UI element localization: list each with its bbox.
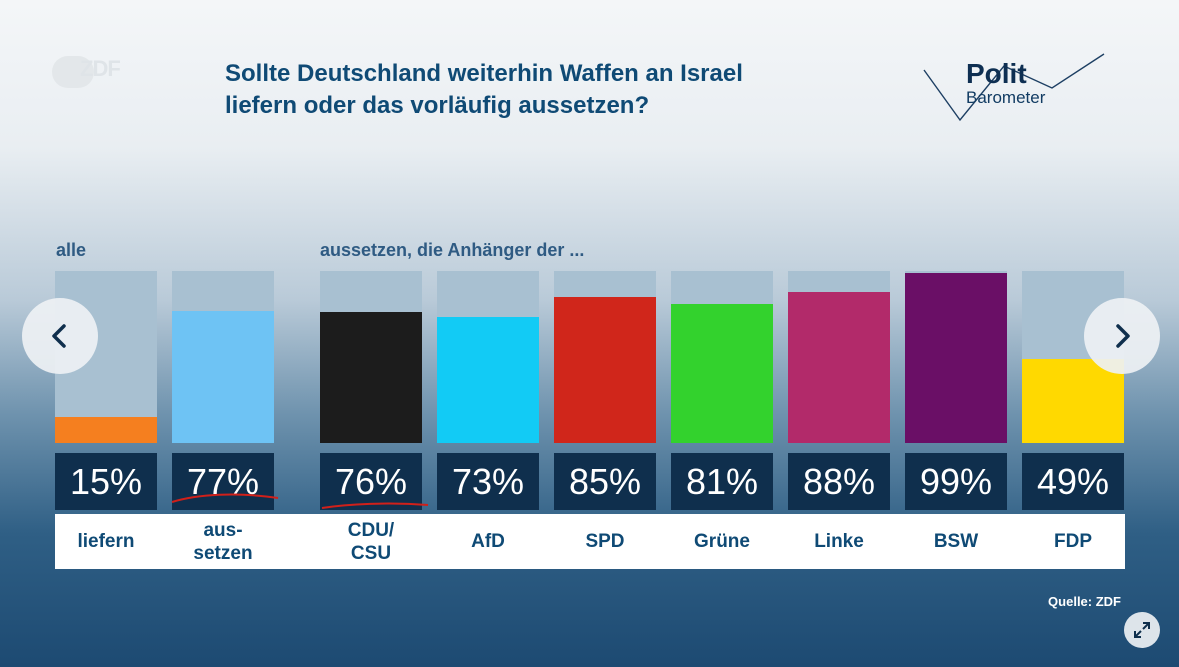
category-label-grüne: Grüne (694, 531, 750, 552)
bar-track-cdu-csu (320, 271, 422, 443)
bar-bsw (905, 272, 1007, 443)
bar-fdp (1022, 358, 1124, 443)
politbarometer-logo: Polit Barometer (920, 48, 1110, 128)
category-label-aus-setzen: aus-setzen (193, 519, 253, 564)
next-button[interactable] (1084, 298, 1160, 374)
bar-grüne (671, 303, 773, 443)
source-label: Quelle: ZDF (1048, 594, 1121, 609)
chevron-left-icon (52, 324, 66, 348)
chart-title-line2: liefern oder das vorläufig aussetzen? (225, 92, 650, 119)
category-label-cdu-csu: CDU/CSU (347, 519, 395, 564)
value-label-bsw: 99% (905, 453, 1007, 510)
expand-button[interactable] (1124, 612, 1160, 648)
zdf-logo (52, 56, 94, 88)
value-label-fdp: 49% (1022, 453, 1124, 510)
value-label-aus-setzen: 77% (172, 453, 274, 510)
politbarometer-subtitle: Barometer (966, 88, 1046, 107)
category-label-spd: SPD (585, 531, 625, 552)
value-label-spd: 85% (554, 453, 656, 510)
chevron-right-icon (1116, 324, 1130, 348)
value-label-linke: 88% (788, 453, 890, 510)
bar-track-afd (437, 271, 539, 443)
bar-track-grüne (671, 271, 773, 443)
bar-afd (437, 317, 539, 443)
bar-track-aus-setzen (172, 271, 274, 443)
bar-cdu-csu (320, 312, 422, 443)
politbarometer-title: Polit (966, 58, 1027, 89)
bar-spd (554, 296, 656, 443)
bar-aus-setzen (172, 310, 274, 443)
previous-button[interactable] (22, 298, 98, 374)
zdf-logo-text: ZDF (80, 56, 121, 81)
value-label-liefern: 15% (55, 453, 157, 510)
category-label-liefern: liefern (77, 531, 135, 552)
politbarometer-zigzag-icon (923, 53, 1105, 122)
category-label-linke: Linke (814, 531, 864, 552)
bar-liefern (55, 417, 157, 443)
category-label-strip (55, 514, 1125, 569)
bar-track-linke (788, 271, 890, 443)
expand-icon (1134, 622, 1150, 638)
value-label-afd: 73% (437, 453, 539, 510)
bar-track-spd (554, 271, 656, 443)
chart-title-line1: Sollte Deutschland weiterhin Waffen an I… (225, 60, 743, 87)
chart-title: Sollte Deutschland weiterhin Waffen an I… (225, 58, 905, 122)
bar-linke (788, 291, 890, 443)
red-underline-76 (321, 502, 429, 509)
group-label-supporters: aussetzen, die Anhänger der ... (320, 240, 585, 260)
value-label-grüne: 81% (671, 453, 773, 510)
category-label-afd: AfD (471, 531, 505, 552)
red-underline-77 (171, 493, 279, 503)
bar-track-bsw (905, 271, 1007, 443)
category-label-fdp: FDP (1054, 531, 1092, 552)
value-label-cdu-csu: 76% (320, 453, 422, 510)
category-label-bsw: BSW (933, 531, 979, 552)
group-label-all: alle (56, 240, 87, 260)
